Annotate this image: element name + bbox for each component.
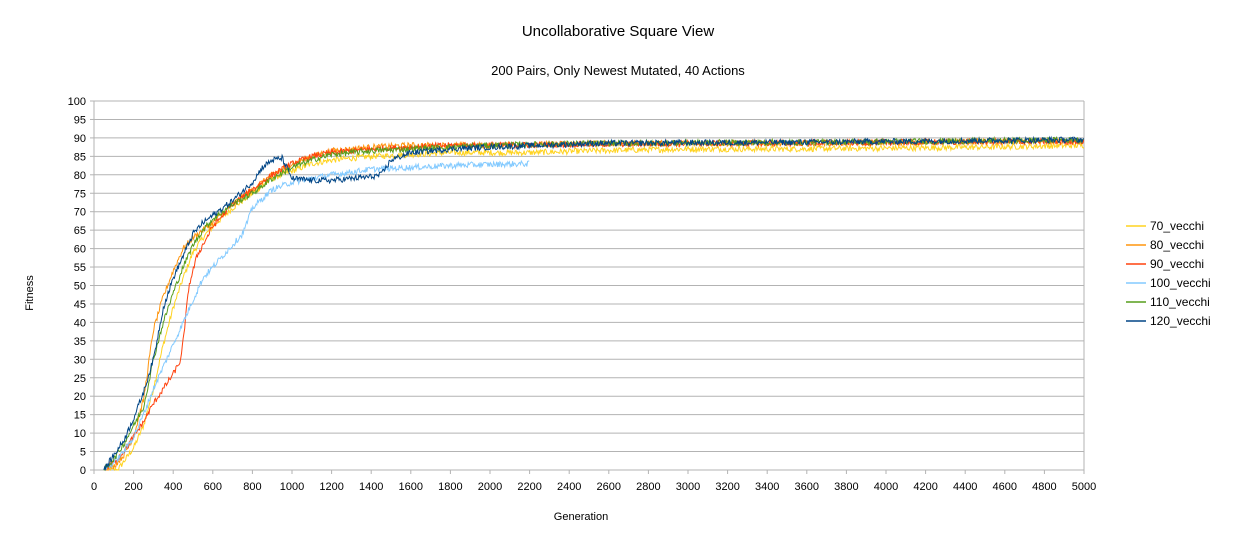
x-tick-label: 4600 [993,481,1017,493]
y-tick-label: 10 [74,428,86,440]
y-tick-label: 70 [74,207,86,219]
x-tick-label: 0 [91,481,97,493]
x-tick-label: 2200 [517,481,541,493]
y-tick-label: 40 [74,317,86,329]
y-tick-label: 90 [74,133,86,145]
x-tick-label: 1200 [319,481,343,493]
legend-label: 100_vecchi [1150,276,1211,290]
y-tick-label: 85 [74,151,86,163]
legend-label: 80_vecchi [1150,238,1204,252]
y-tick-label: 0 [80,465,86,477]
legend-label: 110_vecchi [1150,295,1210,309]
x-axis-label: Generation [554,511,608,523]
x-tick-label: 600 [204,481,222,493]
x-tick-label: 400 [164,481,182,493]
y-axis-label: Fitness [24,275,36,311]
y-tick-label: 65 [74,225,86,237]
x-tick-label: 1800 [438,481,462,493]
legend-label: 90_vecchi [1150,257,1204,271]
legend: 70_vecchi 80_vecchi 90_vecchi 100_vecchi 110… [1126,219,1211,328]
y-tick-label: 60 [74,244,86,256]
chart-title: Uncollaborative Square View [522,23,715,40]
x-tick-label: 1600 [399,481,423,493]
x-tick-label: 3200 [715,481,739,493]
x-tick-label: 800 [243,481,261,493]
x-tick-label: 200 [124,481,142,493]
x-tick-label: 3600 [795,481,819,493]
y-tick-label: 100 [68,96,86,108]
legend-label: 120_vecchi [1150,314,1211,328]
series-line-120-vecchi [103,135,1085,471]
series-lines [103,135,1085,472]
y-tick-label: 20 [74,391,86,403]
x-tick-label: 2000 [478,481,502,493]
x-tick-label: 1000 [280,481,304,493]
x-tick-label: 2600 [597,481,621,493]
y-tick-label: 50 [74,281,86,293]
x-tick-label: 5000 [1072,481,1096,493]
y-tick-label: 55 [74,262,86,274]
x-tick-label: 3800 [834,481,858,493]
y-tick-label: 45 [74,299,86,311]
y-tick-label: 75 [74,188,86,200]
x-tick-label: 4800 [1032,481,1056,493]
x-tick-label: 3000 [676,481,700,493]
axes: 0 5 10 15 20 25 30 35 40 45 50 55 60 65 70 75 80 85 90 95 10… [68,96,1097,493]
y-tick-label: 95 [74,114,86,126]
y-tick-label: 15 [74,410,86,422]
x-tick-label: 4400 [953,481,977,493]
y-tick-label: 30 [74,354,86,366]
grid-lines [94,100,1084,471]
chart-subtitle: 200 Pairs, Only Newest Mutated, 40 Actio… [491,63,745,78]
y-tick-label: 80 [74,170,86,182]
y-tick-label: 5 [80,447,86,459]
legend-label: 70_vecchi [1150,219,1204,233]
x-tick-label: 4200 [913,481,937,493]
x-tick-label: 2400 [557,481,581,493]
y-tick-label: 35 [74,336,86,348]
x-tick-label: 3400 [755,481,779,493]
x-tick-label: 4000 [874,481,898,493]
y-tick-label: 25 [74,373,86,385]
x-tick-label: 2800 [636,481,660,493]
series-line-100-vecchi [103,159,530,471]
x-tick-label: 1400 [359,481,383,493]
